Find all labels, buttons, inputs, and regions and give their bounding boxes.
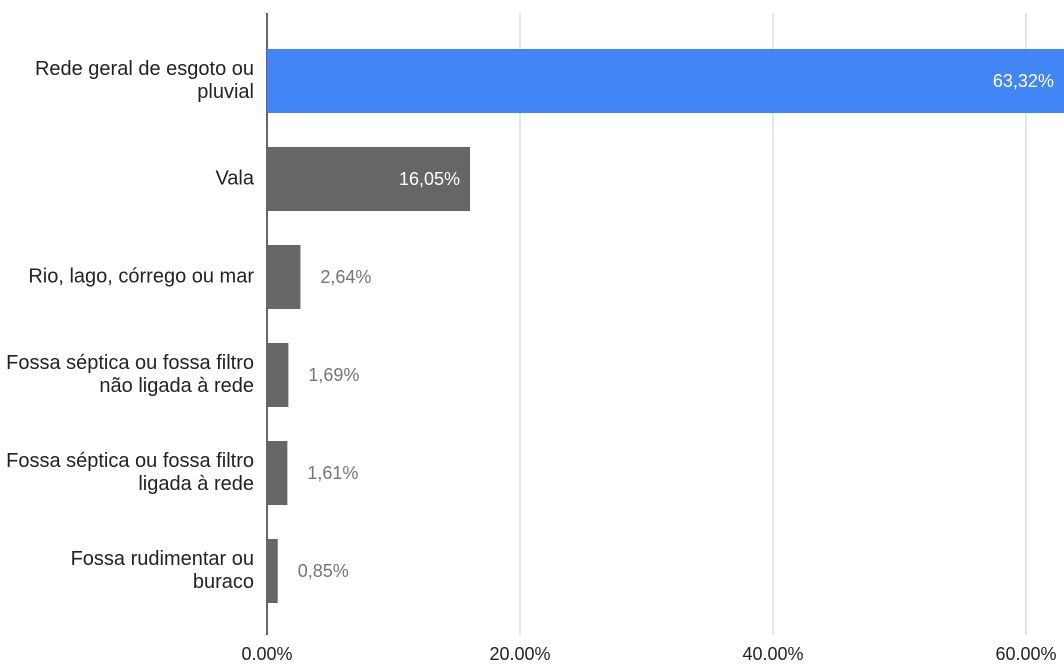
bar — [267, 147, 471, 211]
x-tick-label: 40.00% — [742, 644, 803, 664]
value-label: 1,61% — [307, 463, 358, 483]
value-label: 63,32% — [993, 71, 1054, 91]
y-tick-label: Fossa séptica ou fossa filtro não ligada… — [6, 352, 254, 397]
y-tick-label: Rede geral de esgoto ou pluvial — [34, 58, 254, 103]
y-tick-label: Vala — [215, 167, 254, 190]
x-tick-label: 0.00% — [241, 644, 292, 664]
bar — [267, 245, 301, 309]
y-tick-label: Rio, lago, córrego ou mar — [28, 265, 254, 288]
x-tick-label: 60.00% — [995, 644, 1056, 664]
value-label: 1,69% — [308, 365, 359, 385]
bar — [267, 49, 1064, 113]
bar — [267, 441, 288, 505]
value-label: 2,64% — [320, 267, 371, 287]
bar — [267, 343, 289, 407]
value-label: 0,85% — [298, 561, 349, 581]
x-tick-label: 20.00% — [489, 644, 550, 664]
y-tick-label: Fossa rudimentar ou buraco — [70, 548, 254, 593]
bar — [267, 539, 278, 603]
y-tick-label: Fossa séptica ou fossa filtro ligada à r… — [6, 450, 254, 495]
value-label: 16,05% — [399, 169, 460, 189]
